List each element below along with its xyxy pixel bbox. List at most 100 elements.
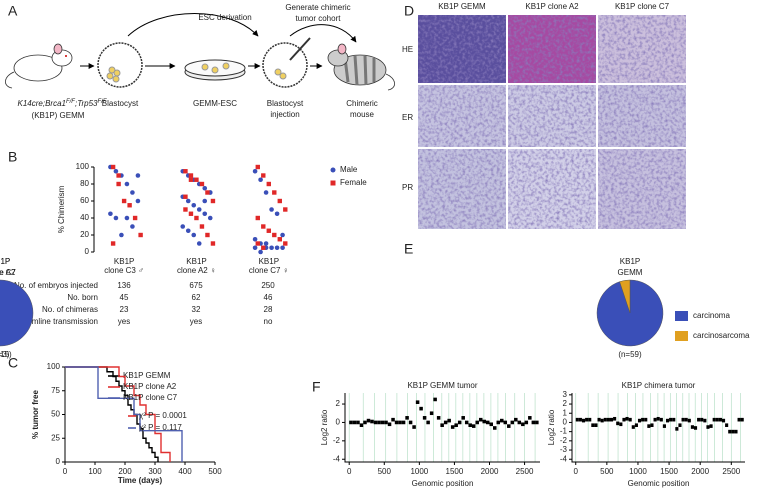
point	[116, 181, 121, 187]
point	[119, 232, 124, 238]
panel-label: E	[404, 241, 413, 257]
segment	[675, 427, 679, 431]
point	[188, 173, 194, 178]
x-tick-label: 100	[88, 467, 102, 476]
segment	[478, 417, 483, 422]
segment	[581, 418, 586, 423]
segment	[352, 420, 357, 425]
legend-swatch	[675, 331, 688, 341]
y-tick-label: -3	[560, 445, 568, 454]
point	[269, 207, 274, 212]
y-axis-label: Log2 ratio	[547, 409, 556, 445]
point	[252, 245, 258, 251]
segment	[366, 418, 371, 423]
segment	[471, 424, 476, 428]
point	[194, 215, 199, 221]
segment	[625, 416, 629, 421]
x-tick-label: 500	[600, 467, 614, 476]
genotype-part: F/F	[98, 99, 107, 105]
x-tick-label: KB1P	[259, 257, 279, 266]
segment	[450, 425, 455, 429]
y-tick-label: 2	[336, 399, 341, 408]
x-axis-label: Time (days)	[118, 476, 163, 485]
x-tick-label: 2000	[481, 467, 499, 476]
y-tick-label: 0	[85, 247, 90, 256]
x-tick-label: clone C7 ♀	[249, 266, 289, 275]
point	[202, 198, 208, 204]
point	[113, 215, 119, 221]
segment	[356, 420, 360, 425]
segment	[687, 418, 691, 423]
column-header: KB1P GEMM	[438, 2, 486, 11]
y-tick-label: -4	[560, 454, 568, 463]
segment	[485, 420, 490, 425]
segment	[659, 417, 663, 422]
x-tick-label: 400	[178, 467, 192, 476]
segment	[500, 418, 504, 423]
x-tick-label: 300	[148, 467, 162, 476]
point	[205, 190, 210, 195]
point	[272, 232, 277, 238]
column-header: KB1P clone C7	[615, 2, 670, 11]
segment	[721, 418, 726, 423]
segment	[531, 420, 536, 425]
legend-label: KB1P clone C7	[123, 393, 178, 402]
point	[124, 215, 130, 221]
pie-title: KB1P	[620, 257, 640, 266]
segment	[443, 420, 448, 425]
table-cell: 28	[264, 305, 273, 314]
point	[207, 215, 213, 221]
y-tick-label: 60	[80, 196, 89, 205]
point	[274, 211, 280, 217]
table-cell: 675	[189, 281, 203, 290]
chimera-icon	[327, 43, 395, 91]
segment	[600, 418, 604, 423]
segment	[740, 417, 744, 422]
point	[188, 211, 194, 216]
point	[199, 224, 205, 229]
table-cell: no	[264, 317, 273, 326]
chart-title: KB1P chimera tumor	[622, 381, 696, 390]
point	[269, 245, 274, 251]
point	[199, 181, 205, 187]
segment	[510, 420, 515, 425]
table-cell: 250	[261, 281, 275, 290]
y-tick-label: -2	[560, 436, 568, 445]
point	[255, 241, 260, 246]
step-label: Blastocyst	[102, 99, 139, 108]
point	[280, 232, 285, 238]
segment	[603, 417, 607, 422]
point	[252, 168, 258, 174]
segment	[665, 418, 670, 423]
point	[266, 228, 271, 233]
table-cell: 23	[120, 305, 129, 314]
x-tick-label: 500	[208, 467, 222, 476]
point	[183, 207, 188, 212]
point	[185, 198, 191, 204]
segment	[447, 418, 451, 423]
row-label: No. of embryos injected	[14, 281, 98, 290]
point	[258, 177, 263, 183]
segment	[394, 420, 399, 425]
legend-label: carcinoma	[693, 311, 730, 320]
table-cell: 136	[117, 281, 131, 290]
segment	[712, 417, 716, 422]
x-tick-label: clone A2 ♀	[177, 266, 216, 275]
arrow-label: ESC derivation	[198, 13, 251, 22]
segment	[578, 417, 582, 422]
table-cell: 45	[120, 293, 129, 302]
legend-marker	[330, 180, 336, 186]
gemm-label: (KB1P) GEMM	[32, 111, 85, 120]
annotation: χ² P = 0.117	[139, 423, 182, 432]
segment	[619, 422, 623, 427]
segment	[697, 417, 701, 422]
point	[202, 211, 208, 217]
point	[272, 190, 277, 195]
x-axis-label: Genomic position	[628, 479, 690, 488]
segment	[706, 425, 710, 429]
row-label: germline transmission	[20, 317, 98, 326]
segment	[377, 420, 381, 425]
segment	[426, 420, 430, 425]
pie-title: clone A2	[0, 268, 16, 277]
